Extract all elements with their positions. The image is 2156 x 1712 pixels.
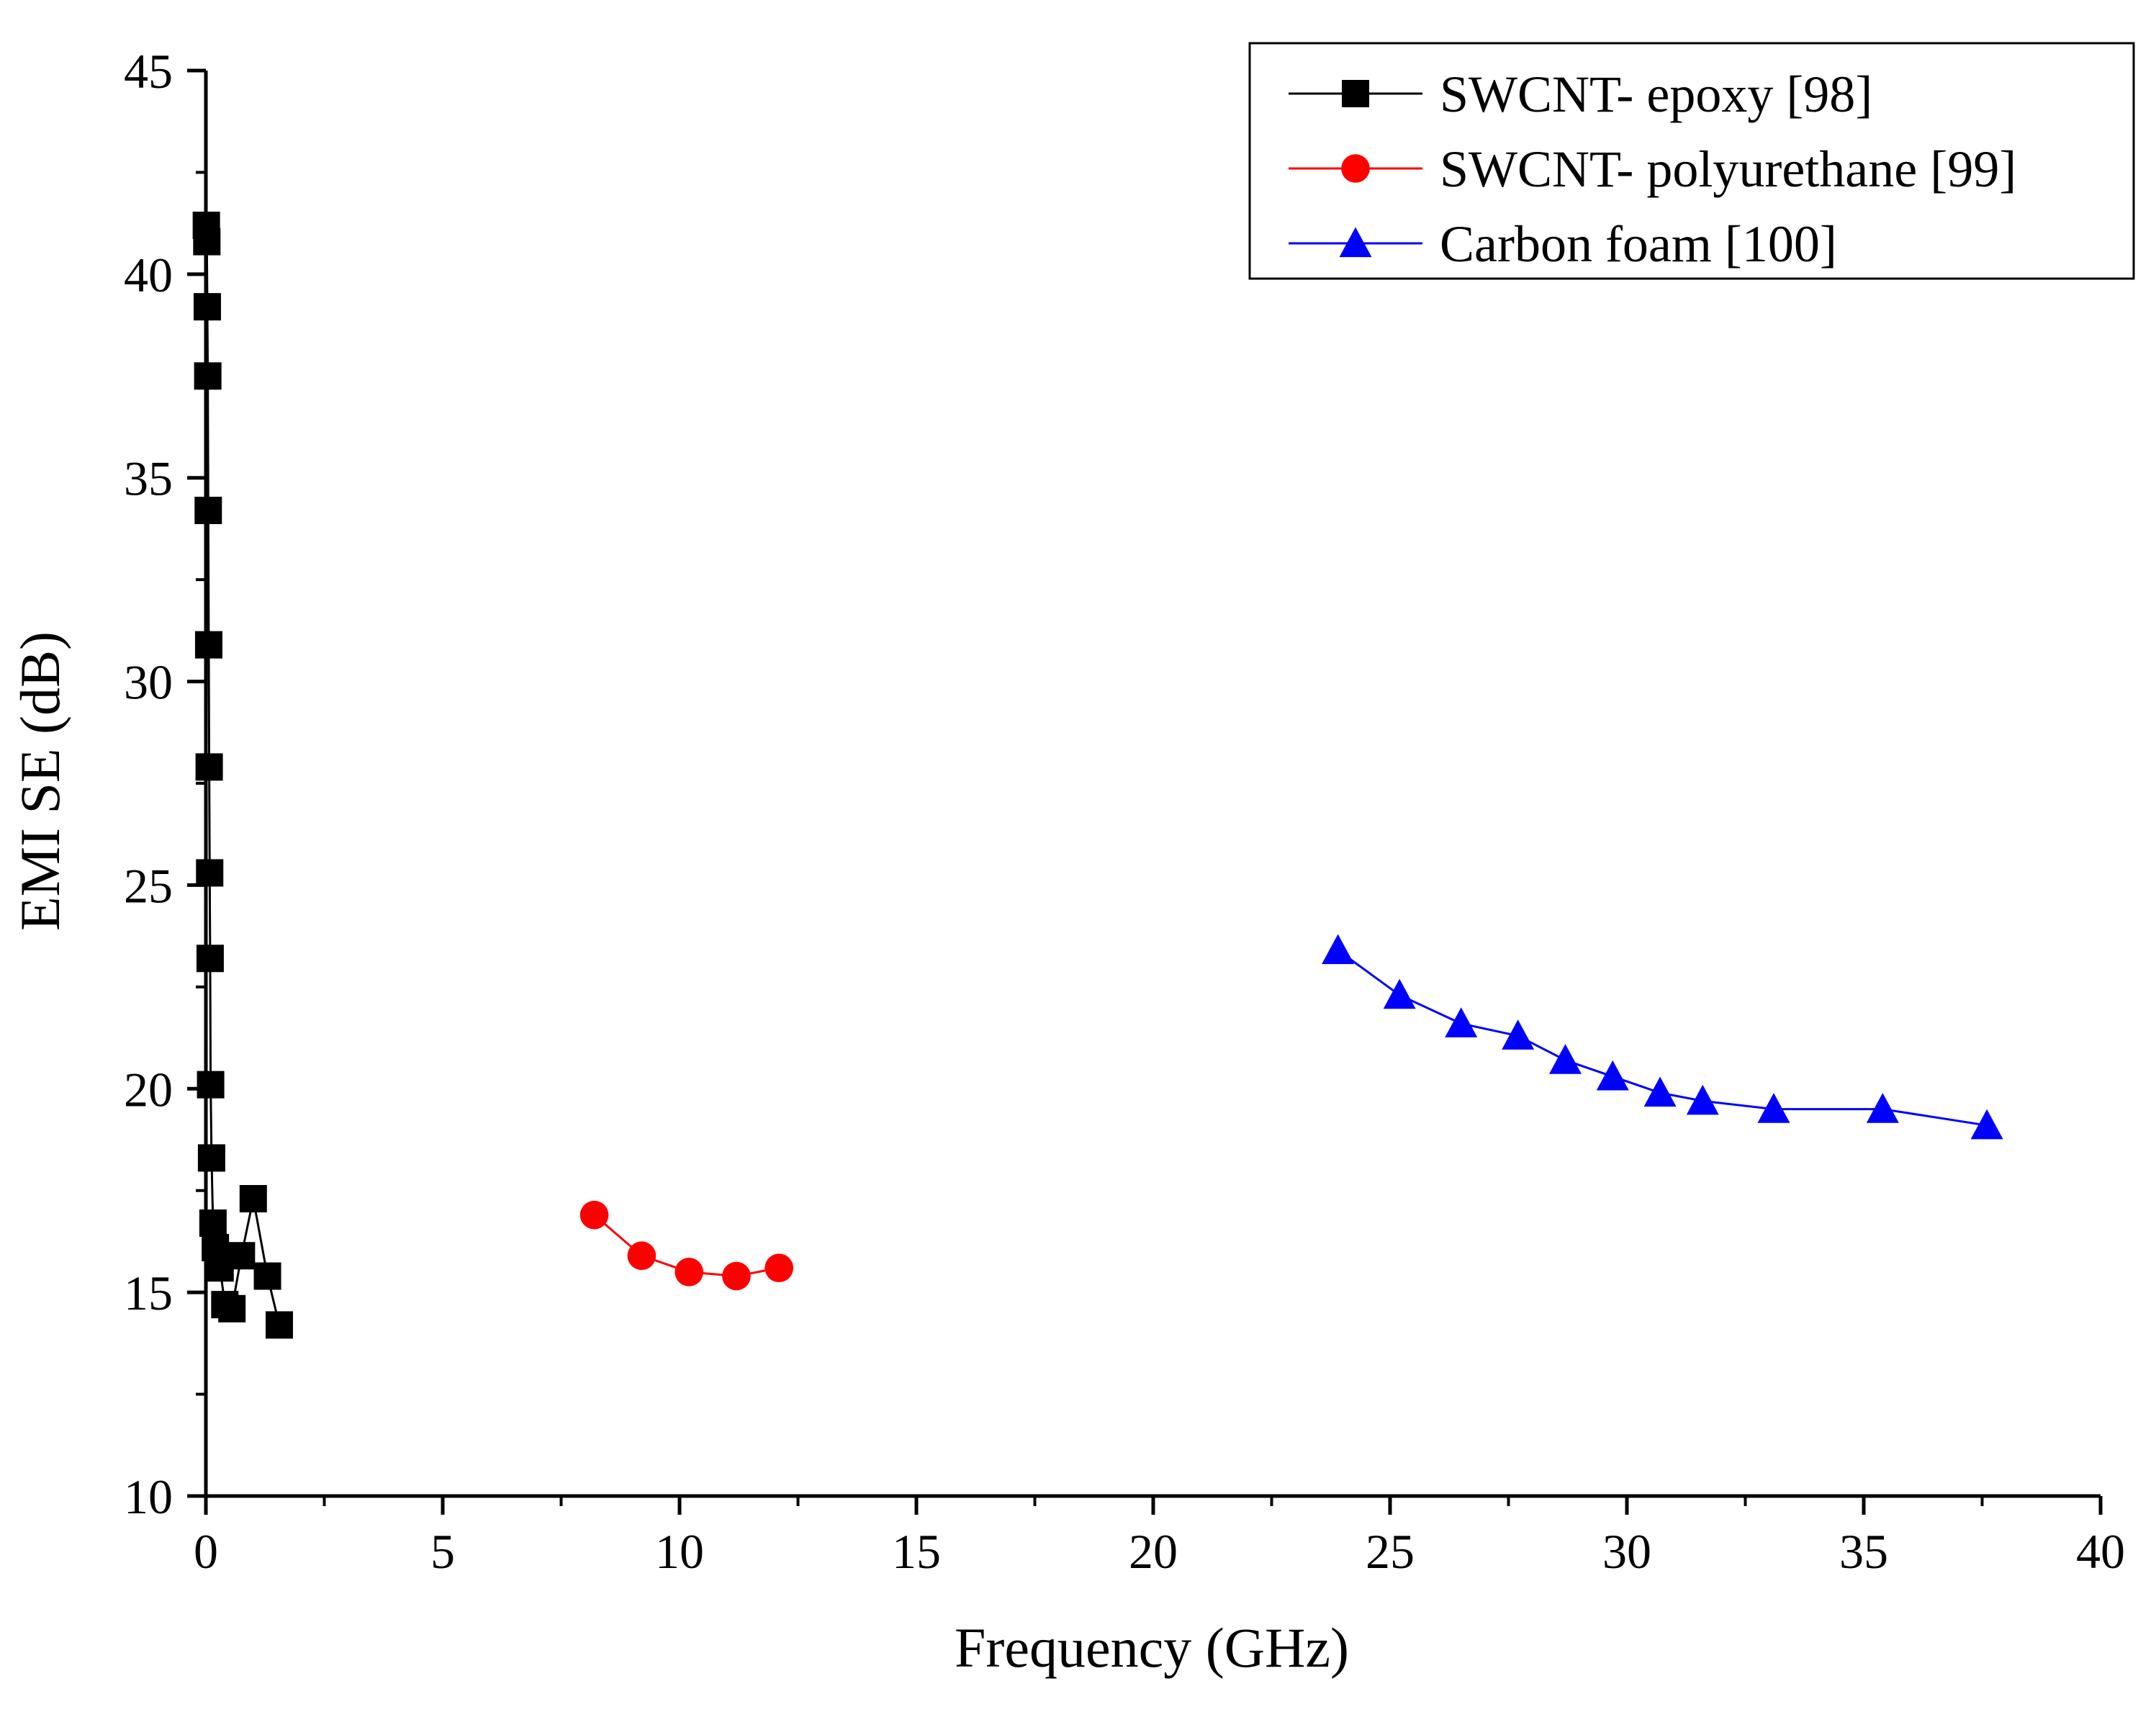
series-layer — [192, 211, 2003, 1339]
x-tick-label: 5 — [430, 1524, 455, 1579]
legend-label: Carbon foam [100] — [1440, 215, 1837, 273]
y-tick-label: 25 — [124, 858, 173, 913]
data-point — [1383, 978, 1416, 1009]
y-tick-label: 20 — [124, 1062, 173, 1117]
data-point — [197, 1071, 225, 1099]
axes: 0 5 10 15 20 25 30 35 40 10 15 20 25 30 35 40 45 — [124, 44, 2125, 1579]
data-point — [265, 1311, 293, 1339]
legend-label: SWCNT- epoxy [98] — [1440, 66, 1872, 123]
data-point — [1866, 1093, 1899, 1123]
data-point — [1548, 1044, 1582, 1074]
y-tick-label: 45 — [124, 44, 173, 99]
x-tick-label: 15 — [892, 1524, 941, 1579]
x-tick-label: 10 — [655, 1524, 704, 1579]
series-2 — [579, 1200, 793, 1291]
y-axis-title: EMI SE (dB) — [9, 631, 71, 931]
data-point — [193, 227, 221, 256]
series-1 — [192, 211, 293, 1339]
data-point — [196, 945, 224, 973]
data-point — [1502, 1019, 1535, 1050]
data-point — [579, 1200, 609, 1230]
legend: SWCNT- epoxy [98] SWCNT- polyurethane [99… — [1248, 42, 2135, 280]
x-tick-label: 35 — [1839, 1524, 1888, 1579]
data-point — [194, 362, 222, 390]
data-point — [193, 293, 221, 321]
data-point — [239, 1185, 267, 1213]
y-tick-label: 40 — [124, 248, 173, 302]
data-point — [675, 1258, 703, 1287]
data-point — [764, 1253, 793, 1282]
data-point — [1970, 1109, 2003, 1140]
data-point — [227, 1242, 256, 1270]
data-point — [253, 1262, 281, 1290]
data-point — [197, 1144, 225, 1172]
y-tick-label: 35 — [124, 451, 173, 506]
data-point — [194, 631, 222, 659]
legend-marker — [1339, 227, 1372, 258]
data-point — [1686, 1084, 1719, 1115]
legend-label: SWCNT- polyurethane [99] — [1440, 140, 2016, 198]
legend-marker — [1341, 154, 1370, 183]
y-tick-label: 15 — [124, 1266, 173, 1320]
x-tick-label: 0 — [194, 1524, 218, 1579]
data-point — [722, 1261, 751, 1291]
data-point — [627, 1241, 657, 1271]
x-tick-label: 25 — [1366, 1524, 1415, 1579]
x-tick-label: 20 — [1129, 1524, 1178, 1579]
data-point — [1643, 1076, 1677, 1107]
legend-box — [1248, 42, 2135, 280]
data-point — [196, 859, 224, 887]
y-tick-label: 10 — [124, 1469, 173, 1524]
x-tick-label: 40 — [2076, 1524, 2125, 1579]
data-point — [195, 753, 223, 781]
data-point — [194, 496, 222, 524]
x-axis-title: Frequency (GHz) — [955, 1616, 1349, 1679]
x-tick-label: 30 — [1602, 1524, 1651, 1579]
data-point — [1322, 934, 1355, 965]
data-point — [1757, 1093, 1790, 1123]
legend-marker — [1342, 80, 1369, 107]
data-point — [199, 1209, 227, 1237]
series-3 — [1322, 934, 2003, 1140]
y-tick-label: 30 — [124, 655, 173, 710]
data-point — [1596, 1060, 1629, 1091]
data-point — [218, 1294, 246, 1323]
data-point — [1445, 1007, 1478, 1037]
